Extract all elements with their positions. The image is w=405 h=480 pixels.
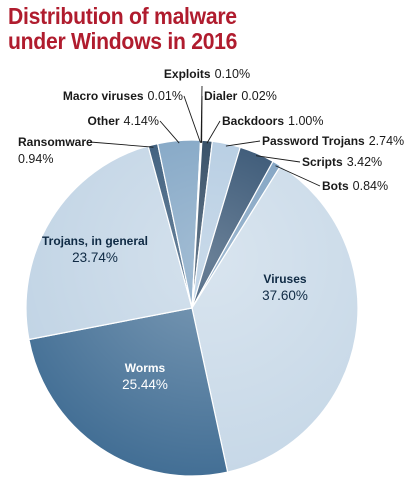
label-password-trojans: Password Trojans 2.74% [262,134,404,148]
label-value-scripts: 3.42% [347,155,382,169]
label-scripts: Scripts 3.42% [302,155,382,169]
leader-scripts [255,155,301,163]
label-name-dialer: Dialer [204,89,238,103]
label-name-ransomware: Ransomware [18,135,93,149]
leader-ransomware [89,141,154,148]
label-other: Other 4.14% [88,114,159,128]
leader-other [159,120,180,144]
label-trojans-in-general: Trojans, in general 23.74% [42,234,148,265]
pie-slices [25,139,359,477]
label-name-other: Other [88,114,120,128]
leader-password-trojans [225,140,261,147]
label-viruses: Viruses 37.60% [262,272,308,303]
label-macro-viruses: Macro viruses 0.01% [63,89,183,103]
label-name-exploits: Exploits [164,67,211,81]
label-name-viruses: Viruses [263,272,306,286]
label-value-other: 4.14% [124,114,159,128]
chart-title: Distribution of malware under Windows in… [8,4,371,54]
label-worms: Worms 25.44% [122,361,168,392]
label-value-macro-viruses: 0.01% [148,89,183,103]
leader-macro-viruses [183,95,201,143]
label-value-ransomware: 0.94% [18,152,53,166]
label-value-bots: 0.84% [353,179,388,193]
label-bots: Bots 0.84% [322,179,388,193]
label-exploits: Exploits 0.10% [164,67,250,81]
label-name-password-trojans: Password Trojans [262,134,365,148]
label-name-worms: Worms [125,361,166,375]
label-name-backdoors: Backdoors [222,114,284,128]
label-name-trojans-in-general: Trojans, in general [42,234,148,248]
label-value-viruses: 37.60% [262,288,308,303]
label-name-scripts: Scripts [302,155,343,169]
label-backdoors: Backdoors 1.00% [222,114,323,128]
label-value-backdoors: 1.00% [288,114,323,128]
label-value-dialer: 0.02% [241,89,276,103]
leader-bots [275,165,321,187]
chart-title-line-2: under Windows in 2016 [8,28,238,54]
label-value-exploits: 0.10% [215,67,250,81]
label-value-password-trojans: 2.74% [369,134,404,148]
slice-labels: Viruses 37.60% Worms 25.44% Trojans, in gene… [18,67,404,392]
label-name-bots: Bots [322,179,349,193]
leader-lines [89,85,321,187]
label-name-macro-viruses: Macro viruses [63,89,144,103]
label-dialer: Dialer 0.02% [204,89,277,103]
chart-title-line-1: Distribution of malware [8,3,237,29]
label-ransomware: Ransomware 0.94% [18,135,93,166]
leader-backdoors [206,120,221,144]
label-value-worms: 25.44% [122,377,168,392]
label-value-trojans-in-general: 23.74% [72,250,118,265]
